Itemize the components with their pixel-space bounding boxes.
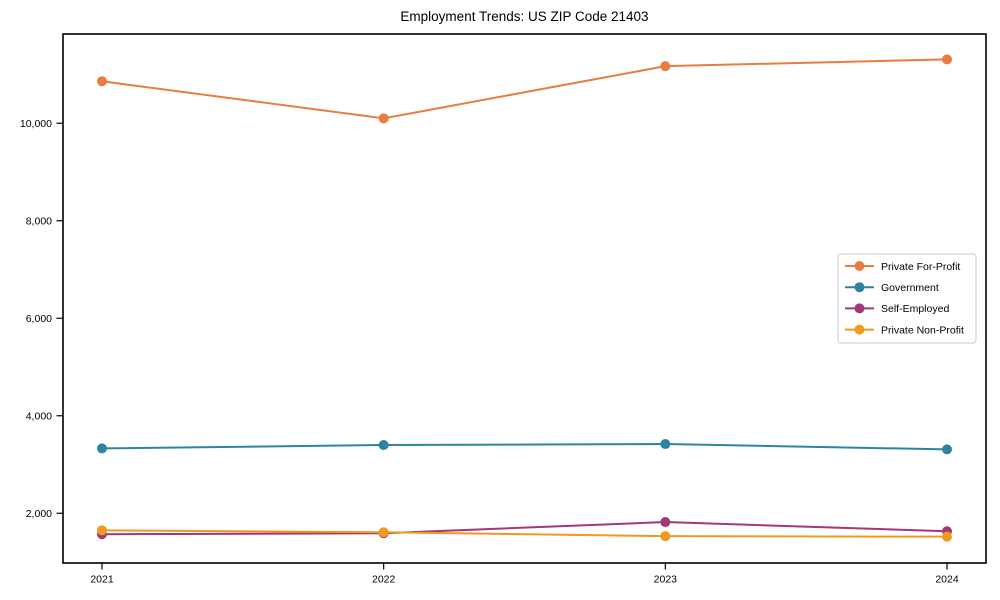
legend-label-private-for-profit: Private For-Profit: [881, 261, 960, 273]
y-tick-label: 4,000: [26, 411, 52, 423]
data-point-private-non-profit: [97, 525, 107, 536]
x-tick-label: 2022: [372, 574, 396, 586]
series-line-private-non-profit: [101, 529, 948, 538]
legend-label-self-employed: Self-Employed: [881, 303, 949, 315]
x-tick-label: 2023: [654, 574, 678, 586]
data-point-government: [378, 440, 389, 451]
legend-sample-marker-self-employed: [854, 303, 865, 314]
data-point-private-for-profit: [97, 76, 107, 87]
data-point-government: [97, 443, 107, 454]
data-point-private-non-profit: [660, 531, 671, 542]
data-point-government: [942, 444, 952, 455]
legend-label-private-non-profit: Private Non-Profit: [881, 324, 964, 336]
x-tick-label: 2021: [90, 574, 114, 586]
plot-frame: [62, 33, 987, 564]
y-tick-label: 8,000: [26, 216, 52, 228]
legend-sample-marker-government: [854, 282, 865, 293]
x-tick-label: 2024: [935, 574, 959, 586]
series-line-private-for-profit: [101, 58, 948, 120]
y-tick-label: 10,000: [20, 118, 52, 130]
legend-sample-marker-private-for-profit: [854, 261, 865, 271]
series-line-government: [101, 443, 948, 451]
series-line-self-employed: [101, 521, 948, 536]
data-point-self-employed: [660, 517, 671, 528]
chart-title: Employment Trends: US ZIP Code 21403: [400, 9, 649, 24]
data-point-government: [660, 439, 671, 450]
y-tick-label: 6,000: [26, 313, 52, 325]
data-point-private-for-profit: [942, 54, 952, 65]
legend-label-government: Government: [881, 282, 939, 294]
y-tick-label: 2,000: [26, 508, 52, 520]
legend-sample-marker-private-non-profit: [854, 324, 865, 335]
legend-box: [837, 253, 977, 344]
data-point-private-for-profit: [378, 113, 389, 124]
data-point-private-for-profit: [660, 61, 671, 72]
data-point-private-non-profit: [942, 531, 952, 542]
data-point-private-non-profit: [378, 527, 389, 538]
